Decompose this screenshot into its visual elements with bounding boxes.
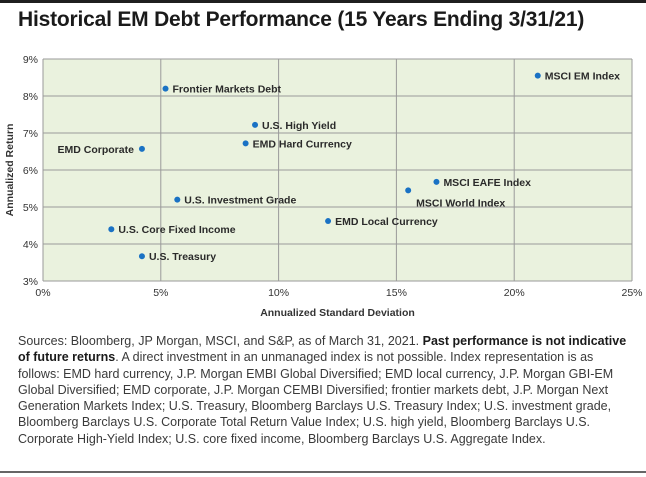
data-point bbox=[252, 121, 259, 128]
data-point bbox=[108, 226, 115, 233]
y-tick-label: 5% bbox=[23, 202, 38, 214]
data-point bbox=[242, 140, 249, 147]
data-point bbox=[174, 196, 181, 203]
x-tick-label: 25% bbox=[621, 287, 642, 299]
data-label: MSCI EM Index bbox=[545, 71, 620, 83]
data-label: U.S. Treasury bbox=[149, 251, 216, 263]
data-label: EMD Corporate bbox=[58, 144, 135, 156]
data-point bbox=[162, 85, 169, 92]
data-point bbox=[138, 145, 145, 152]
x-axis-label: Annualized Standard Deviation bbox=[260, 307, 415, 319]
x-tick-label: 10% bbox=[268, 287, 289, 299]
y-tick-label: 8% bbox=[23, 91, 38, 103]
y-tick-label: 6% bbox=[23, 165, 38, 177]
data-point bbox=[405, 187, 412, 194]
data-point bbox=[534, 72, 541, 79]
x-tick-label: 15% bbox=[386, 287, 407, 299]
data-label: Frontier Markets Debt bbox=[173, 84, 282, 96]
top-rule bbox=[0, 0, 646, 3]
y-axis-label: Annualized Return bbox=[4, 124, 16, 217]
data-point bbox=[325, 218, 332, 225]
source-note: Sources: Bloomberg, JP Morgan, MSCI, and… bbox=[18, 333, 633, 447]
x-tick-label: 5% bbox=[153, 287, 168, 299]
data-label: U.S. High Yield bbox=[262, 120, 336, 132]
data-point bbox=[138, 253, 145, 260]
x-tick-label: 20% bbox=[504, 287, 525, 299]
data-label: EMD Local Currency bbox=[335, 216, 438, 228]
y-tick-label: 3% bbox=[23, 276, 38, 288]
data-label: MSCI EAFE Index bbox=[443, 177, 531, 189]
scatter-chart: 0% 5% 10% 15% 20% 25% 3% 4% 5% 6% 7% 8% 9% Annualized… bbox=[4, 54, 643, 319]
data-label: EMD Hard Currency bbox=[253, 138, 352, 150]
data-label: U.S. Investment Grade bbox=[184, 195, 296, 207]
data-point bbox=[433, 178, 440, 185]
data-label: MSCI World Index bbox=[416, 197, 505, 209]
y-tick-label: 7% bbox=[23, 128, 38, 140]
source-details: . A direct investment in an unmanaged in… bbox=[18, 350, 614, 446]
source-disclaimer: Past performance is not indicative of fu… bbox=[18, 334, 627, 365]
source-prefix: Sources: Bloomberg, JP Morgan, MSCI, and… bbox=[18, 334, 420, 348]
y-tick-label: 9% bbox=[23, 54, 38, 66]
bottom-rule bbox=[0, 471, 646, 473]
data-label: U.S. Core Fixed Income bbox=[118, 224, 235, 236]
chart-title: Historical EM Debt Performance (15 Years… bbox=[18, 8, 585, 31]
y-tick-label: 4% bbox=[23, 239, 38, 251]
x-tick-label: 0% bbox=[35, 287, 50, 299]
